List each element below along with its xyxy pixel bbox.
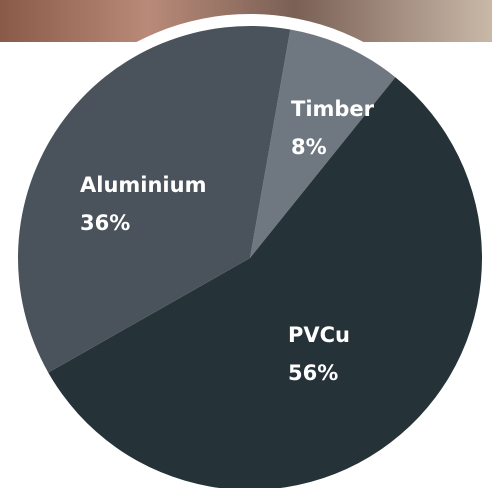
slice-label: PVCu <box>288 323 350 347</box>
slice-label: Aluminium <box>80 173 206 197</box>
slice-value-label: 8% <box>291 135 327 159</box>
slice-value-label: 36% <box>80 211 130 235</box>
slice-value-label: 56% <box>288 361 338 385</box>
pie-slice <box>48 77 482 488</box>
pie-slice <box>17 25 291 373</box>
slice-label: Timber <box>291 97 375 121</box>
pie-slice <box>250 29 396 259</box>
